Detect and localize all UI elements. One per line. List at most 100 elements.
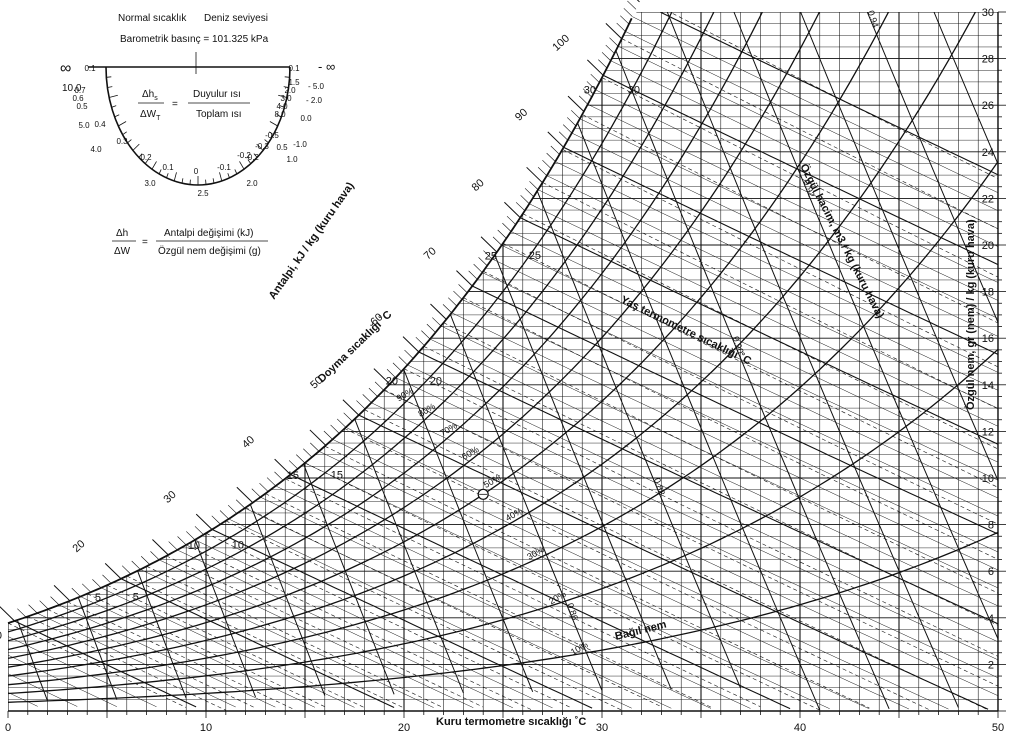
protractor-infinity-right: - ∞ <box>318 59 335 74</box>
protractor-label: 2.0 <box>284 86 296 95</box>
enthalpy-tick <box>39 600 49 610</box>
protractor-label: 3.0 <box>280 94 292 103</box>
protractor-label: 0.1 <box>162 163 174 172</box>
enthalpy-tick <box>211 515 221 525</box>
protractor-label: 4.0 <box>276 102 288 111</box>
protractor-tick <box>269 131 274 136</box>
protractor-label: - 5.0 <box>308 82 325 91</box>
enthalpy-tick <box>274 458 291 475</box>
protractor-label: -0.2 <box>245 153 259 162</box>
enthalpy-tick <box>598 59 608 69</box>
enthalpy-tick <box>571 110 581 119</box>
protractor-label: 0 <box>194 167 199 176</box>
x-axis-label: Kuru termometre sıcaklığı ˚C <box>436 716 586 728</box>
x-tick-label: 20 <box>398 722 410 734</box>
wet-bulb-line <box>8 622 187 708</box>
volume-label-value: 0.88 <box>652 477 667 497</box>
protractor-ticks: 0.10.70.60.50.40.30.20.1 0 -0.1-0.20.11.52… <box>72 64 324 198</box>
enthalpy-tick <box>578 95 588 105</box>
enthalpy-line <box>8 598 236 708</box>
wet-bulb-line <box>324 445 870 709</box>
enthalpy-tick <box>620 15 630 25</box>
saturation-curve <box>7 17 633 624</box>
rh-label: 60% <box>460 444 481 462</box>
enthalpy-tick <box>492 236 502 246</box>
protractor-tick <box>278 94 288 98</box>
enthalpy-tick <box>506 215 516 225</box>
enthalpy-tick <box>616 22 626 32</box>
enthalpy-note-den: ΔW <box>114 246 131 257</box>
volume-line <box>8 12 742 689</box>
enthalpy-line <box>8 375 712 709</box>
protractor-tick <box>234 169 238 175</box>
enthalpy-tick <box>515 202 525 211</box>
volume-line <box>8 12 998 640</box>
enthalpy-tick <box>483 250 493 260</box>
enthalpy-tick <box>330 424 340 434</box>
enthalpy-tick-label: 80 <box>470 177 487 194</box>
rh-label: 80% <box>416 401 437 419</box>
wet-bulb-line <box>621 38 998 230</box>
enthalpy-tick <box>343 412 353 422</box>
wet-bulb-line <box>67 601 296 711</box>
enthalpy-tick <box>567 117 577 127</box>
enthalpy-tick <box>504 201 521 219</box>
header-pressure: Barometrik basınç = 101.325 kPa <box>120 34 269 45</box>
protractor-label: 0.0 <box>300 114 312 123</box>
curve-layer <box>8 12 998 703</box>
protractor-inner-label: 5.0 <box>78 121 90 130</box>
volume-label-value: 0.86 <box>565 602 580 622</box>
enthalpy-line <box>8 12 998 193</box>
enthalpy-tick <box>453 290 463 300</box>
enthalpy-tick <box>81 583 92 593</box>
enthalpy-line <box>8 636 157 708</box>
wet-bulb-line <box>423 346 998 626</box>
protractor-ratio-num: Δhs <box>142 89 158 102</box>
enthalpy-tick <box>259 482 269 492</box>
enthalpy-tick <box>177 536 187 546</box>
protractor-tick <box>269 121 278 127</box>
y-tick-label: 28 <box>982 54 994 66</box>
enthalpy-tick <box>456 270 473 287</box>
enthalpy-tick <box>195 513 213 530</box>
wet-bulb-line <box>542 182 998 410</box>
protractor-inner-label: 1.0 <box>286 155 298 164</box>
protractor-tick <box>276 114 282 118</box>
protractor-inner-label: 4.0 <box>90 145 102 154</box>
enthalpy-tick <box>562 124 573 134</box>
wet-bulb-temp-label: 10 <box>232 540 244 552</box>
enthalpy-tick <box>402 336 420 353</box>
enthalpy-tick <box>342 399 360 416</box>
rh-curve-70 <box>8 12 998 651</box>
volume-line <box>8 12 890 709</box>
enthalpy-tick <box>227 504 237 514</box>
protractor-tick <box>219 172 223 182</box>
protractor-tick <box>212 178 215 184</box>
enthalpy-tick-label: 90 <box>513 107 530 124</box>
wet-bulb-temp-label: 20 <box>430 375 442 387</box>
protractor-label: 0.1 <box>288 64 300 73</box>
enthalpy-tick <box>497 229 507 239</box>
enthalpy-note-text-den: Özgül nem değişimi (g) <box>158 245 261 257</box>
enthalpy-tick <box>336 418 347 428</box>
y-axis-label: Özgül nem, gr (nem) / kg (kuru hava) <box>964 219 977 410</box>
protractor-tick <box>227 173 230 179</box>
y-tick-label: 6 <box>988 566 994 578</box>
protractor-tick <box>151 161 157 170</box>
protractor-tick <box>181 178 184 184</box>
wet-bulb-line <box>146 566 444 709</box>
rh-curve-40 <box>8 12 998 677</box>
enthalpy-tick <box>458 284 468 293</box>
enthalpy-tick <box>586 81 596 91</box>
rh-curve-30 <box>8 161 998 686</box>
protractor-tick <box>138 153 143 158</box>
enthalpy-tick <box>473 263 483 273</box>
protractor-label: 0.4 <box>94 120 106 129</box>
wet-bulb-temp-label: 25 <box>529 250 541 262</box>
protractor-tick <box>107 86 113 88</box>
wet-bulb-temp-label: 30 <box>628 85 640 97</box>
protractor-inner-label: 2.5 <box>197 189 209 198</box>
protractor-tick <box>127 139 132 144</box>
protractor-label: 0.6 <box>72 94 84 103</box>
protractor-tick <box>173 172 177 182</box>
